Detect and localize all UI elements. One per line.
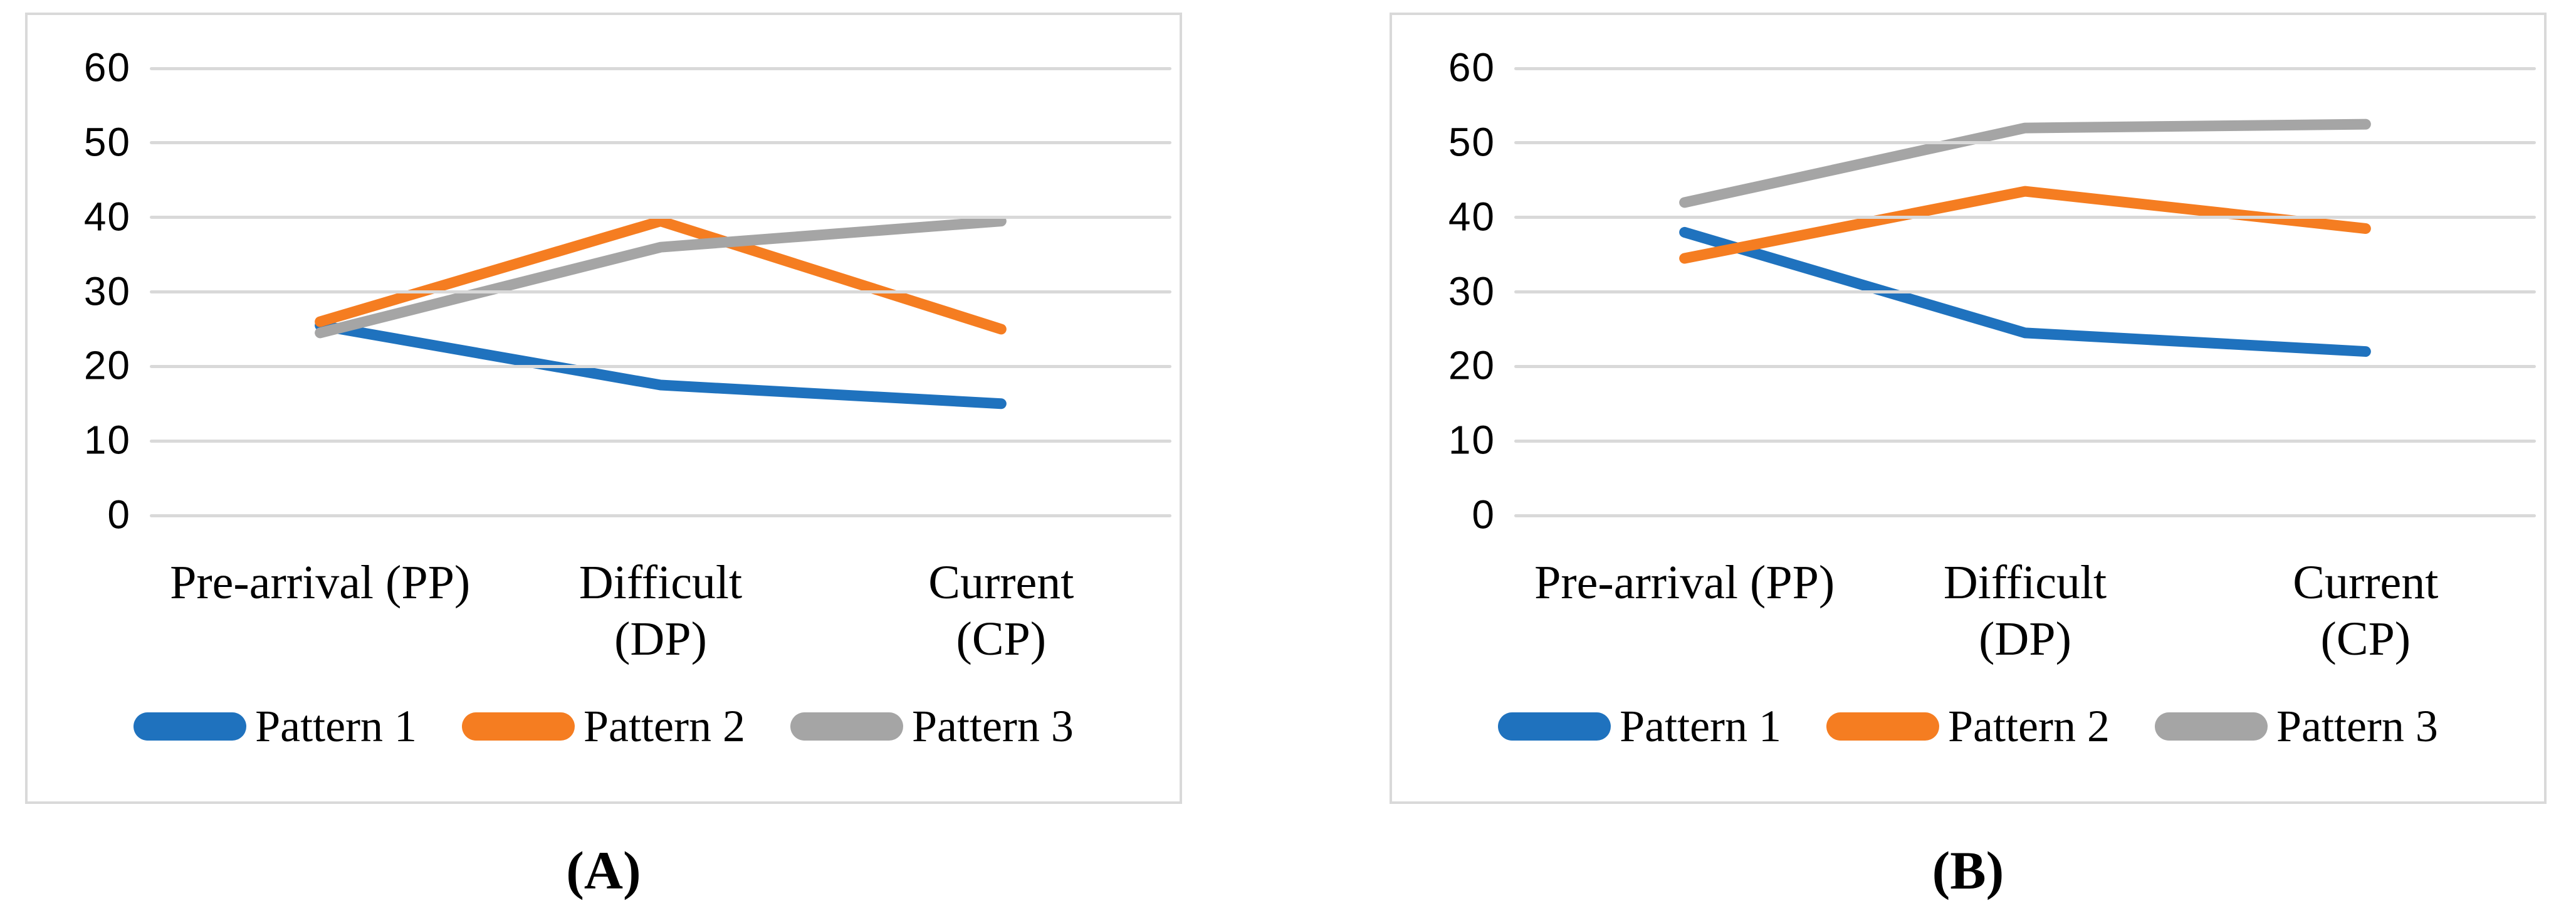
gridline-y-0 [150,514,1171,517]
chart-panel-a: 0 10 20 30 40 50 60 Pre-arrival (PP) Difficult(… [25,13,1182,804]
y-tick-label-40: 40 [1448,194,1495,240]
y-axis-ticks: 0 10 20 30 40 50 60 [28,48,131,535]
legend-label: Pattern 3 [2276,701,2438,751]
legend-item-2: Pattern 2 [462,704,745,749]
legend-item-3: Pattern 3 [790,704,1074,749]
gridline-y-30 [1514,290,2536,293]
gridline-y-50 [1514,141,2536,145]
y-tick-label-10: 10 [1448,417,1495,463]
legend-label: Pattern 1 [1620,701,1782,751]
legend-item-3: Pattern 3 [2154,701,2438,751]
x-axis-label-2: Difficult (DP) [1943,556,2107,665]
y-tick-label-60: 60 [1448,45,1495,90]
series-line-1 [1679,226,2371,357]
legend-swatch-icon [1826,712,1940,741]
legend-label: Pattern 1 [255,701,417,751]
x-axis-labels: Pre-arrival (PP) Difficult (DP) Current (CP) [1514,555,2536,699]
gridline-y-60 [1514,66,2536,70]
x-axis-label-3: Current (CP) [2293,556,2439,665]
y-tick-label-0: 0 [1472,492,1495,537]
legend-swatch-icon [2154,712,2268,741]
series-line-1 [315,320,1007,409]
legend-label: Pattern 2 [584,701,745,751]
y-tick-label-40: 40 [83,194,131,240]
series-line-3 [1679,119,2371,208]
chart-panel-b: 0 10 20 30 40 50 60 Pre-arrival (PP) Difficult(… [1390,13,2547,804]
y-axis-ticks: 0 10 20 30 40 50 60 [1392,48,1495,535]
gridline-y-40 [1514,216,2536,219]
y-tick-label-30: 30 [83,268,131,314]
series-line-2 [1679,186,2371,264]
gridline-y-40 [150,216,1171,219]
x-axis-label-3: Current (CP) [928,556,1074,665]
legend-swatch-icon [790,712,903,741]
y-tick-label-20: 20 [83,343,131,389]
x-axis-labels: Pre-arrival (PP) Difficult (DP) Current (CP) [150,555,1171,699]
gridline-y-10 [150,439,1171,443]
gridline-y-0 [1514,514,2536,517]
plot-area [150,66,1171,517]
y-tick-label-50: 50 [83,119,131,165]
x-axis-label-1: Pre-arrival (PP) [170,556,471,609]
y-tick-label-10: 10 [83,417,131,463]
legend-item-2: Pattern 2 [1826,704,2110,749]
series-line-2 [315,216,1007,335]
y-tick-label-20: 20 [1448,343,1495,389]
gridline-y-50 [150,141,1171,145]
legend-item-1: Pattern 1 [134,704,417,749]
plot-area [1514,66,2536,517]
legend-label: Pattern 2 [1948,701,2110,751]
gridline-y-30 [150,290,1171,293]
y-tick-label-50: 50 [1448,119,1495,165]
x-axis-label-2: Difficult (DP) [579,556,743,665]
series-line-3 [315,216,1007,339]
legend-item-1: Pattern 1 [1498,704,1781,749]
gridline-y-60 [150,66,1171,70]
gridline-y-20 [1514,364,2536,368]
x-axis-label-1: Pre-arrival (PP) [1534,556,1835,609]
gridline-y-10 [1514,439,2536,443]
y-tick-label-30: 30 [1448,268,1495,314]
panel-caption-a: (A) [566,840,641,900]
panel-caption-b: (B) [1932,840,2004,900]
y-tick-label-0: 0 [107,492,131,537]
legend: Pattern 1 Pattern 2 Pattern 3 [28,704,1180,749]
legend-label: Pattern 3 [911,701,1074,751]
gridline-y-20 [150,364,1171,368]
y-tick-label-60: 60 [83,45,131,90]
legend-swatch-icon [134,712,247,741]
legend-swatch-icon [1498,712,1611,741]
legend-swatch-icon [462,712,575,741]
legend: Pattern 1 Pattern 2 Pattern 3 [1392,704,2544,749]
